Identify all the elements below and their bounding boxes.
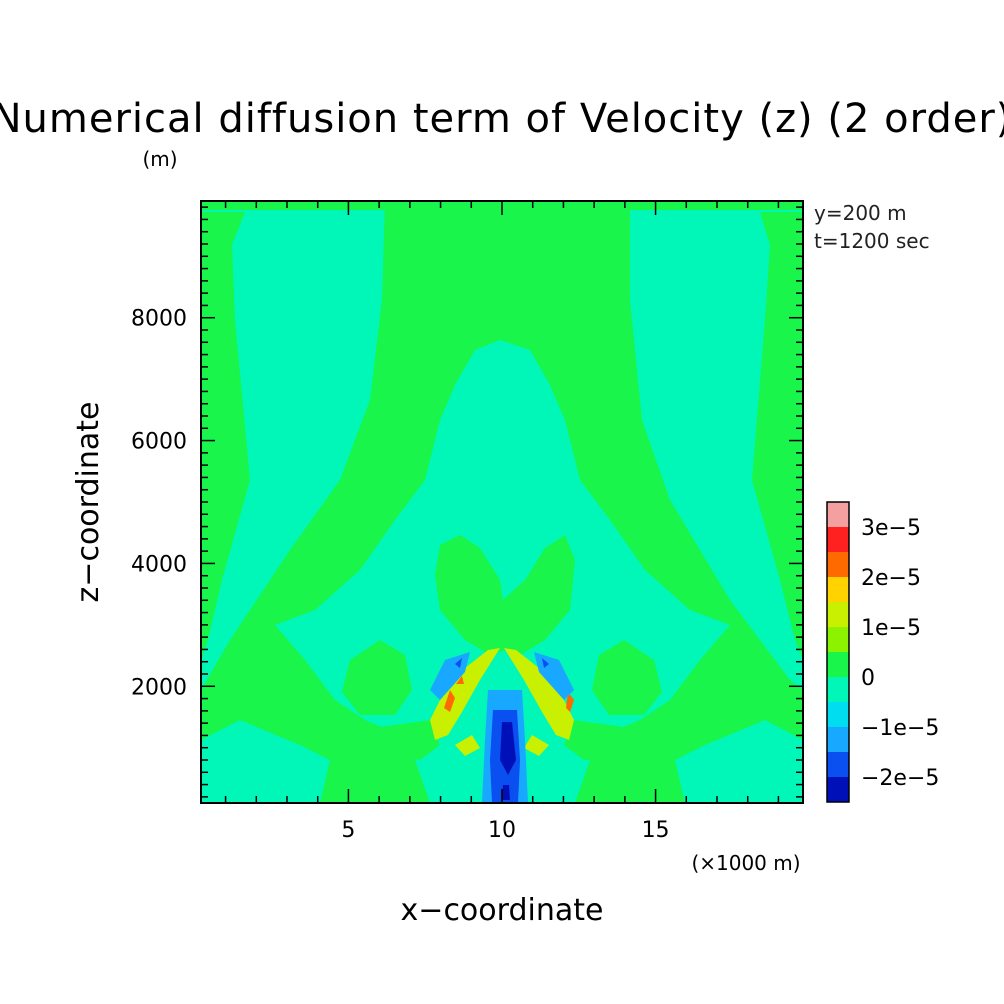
y-tick-label: 6000	[131, 430, 187, 455]
field-positive-small	[564, 720, 704, 760]
chart-title: Numerical diffusion term of Velocity (z)…	[0, 96, 1004, 142]
field-negative-max	[500, 722, 516, 775]
colorbar-label: 3e−5	[861, 516, 921, 541]
field-positive-small	[752, 212, 803, 660]
colorbar-frame	[826, 501, 850, 803]
colorbar-label: −1e−5	[861, 716, 939, 741]
colorbar-swatch	[827, 727, 849, 752]
field-positive-high	[456, 676, 464, 684]
field-negative-small	[201, 720, 330, 803]
colorbar-swatch	[827, 577, 849, 602]
colorbar-label: −2e−5	[861, 766, 939, 791]
colorbar-swatch	[827, 702, 849, 727]
x-axis-title: x−coordinate	[401, 893, 604, 928]
plot-area	[201, 201, 803, 803]
field-negative-high	[455, 658, 462, 668]
y-axis-title: z−coordinate	[71, 402, 106, 603]
y-axis-unit: (m)	[142, 147, 177, 171]
field-negative-small	[675, 720, 803, 803]
annotation-y: y=200 m	[814, 201, 907, 225]
colorbar-swatch	[827, 527, 849, 552]
field-positive-small	[342, 640, 412, 715]
axis-ticks	[201, 201, 803, 803]
colorbar-label: 1e−5	[861, 616, 921, 641]
colorbar-swatch	[827, 752, 849, 777]
colorbar-label: 0	[861, 666, 875, 691]
x-tick-label: 15	[642, 818, 670, 843]
field-positive-mid	[524, 735, 549, 756]
field-positive-high	[566, 692, 574, 712]
field-positive-mid	[455, 735, 480, 756]
colorbar-swatch	[827, 552, 849, 577]
colorbar-swatch	[827, 652, 849, 677]
colorbar-swatch	[827, 777, 849, 802]
field-negative-max	[502, 785, 510, 800]
annotation-t: t=1200 sec	[814, 229, 930, 253]
field-positive-small	[201, 212, 250, 660]
colorbar-swatch	[827, 602, 849, 627]
colorbar-label: 2e−5	[861, 566, 921, 591]
y-tick-label: 8000	[131, 307, 187, 332]
y-tick-label: 2000	[131, 675, 187, 700]
field-negative-high	[542, 658, 549, 668]
field-positive-small	[592, 640, 662, 715]
x-tick-label: 10	[488, 818, 516, 843]
field-positive-small	[435, 535, 575, 655]
colorbar: 3e−5 2e−5 1e−5 0 −1e−5 −2e−5	[826, 501, 939, 803]
field-positive-mid	[430, 648, 500, 740]
colorbar-swatch	[827, 627, 849, 652]
x-axis-multiplier: (×1000 m)	[691, 851, 800, 875]
y-tick-label: 4000	[131, 552, 187, 577]
axis-tick-labels: 5 10 15 2000 4000 6000 8000	[131, 307, 670, 843]
colorbar-swatch	[827, 502, 849, 527]
field-positive-small	[300, 720, 440, 760]
x-tick-label: 5	[341, 818, 355, 843]
field-positive-high	[444, 690, 455, 712]
field-positive-mid	[504, 648, 574, 740]
colorbar-swatch	[827, 677, 849, 702]
